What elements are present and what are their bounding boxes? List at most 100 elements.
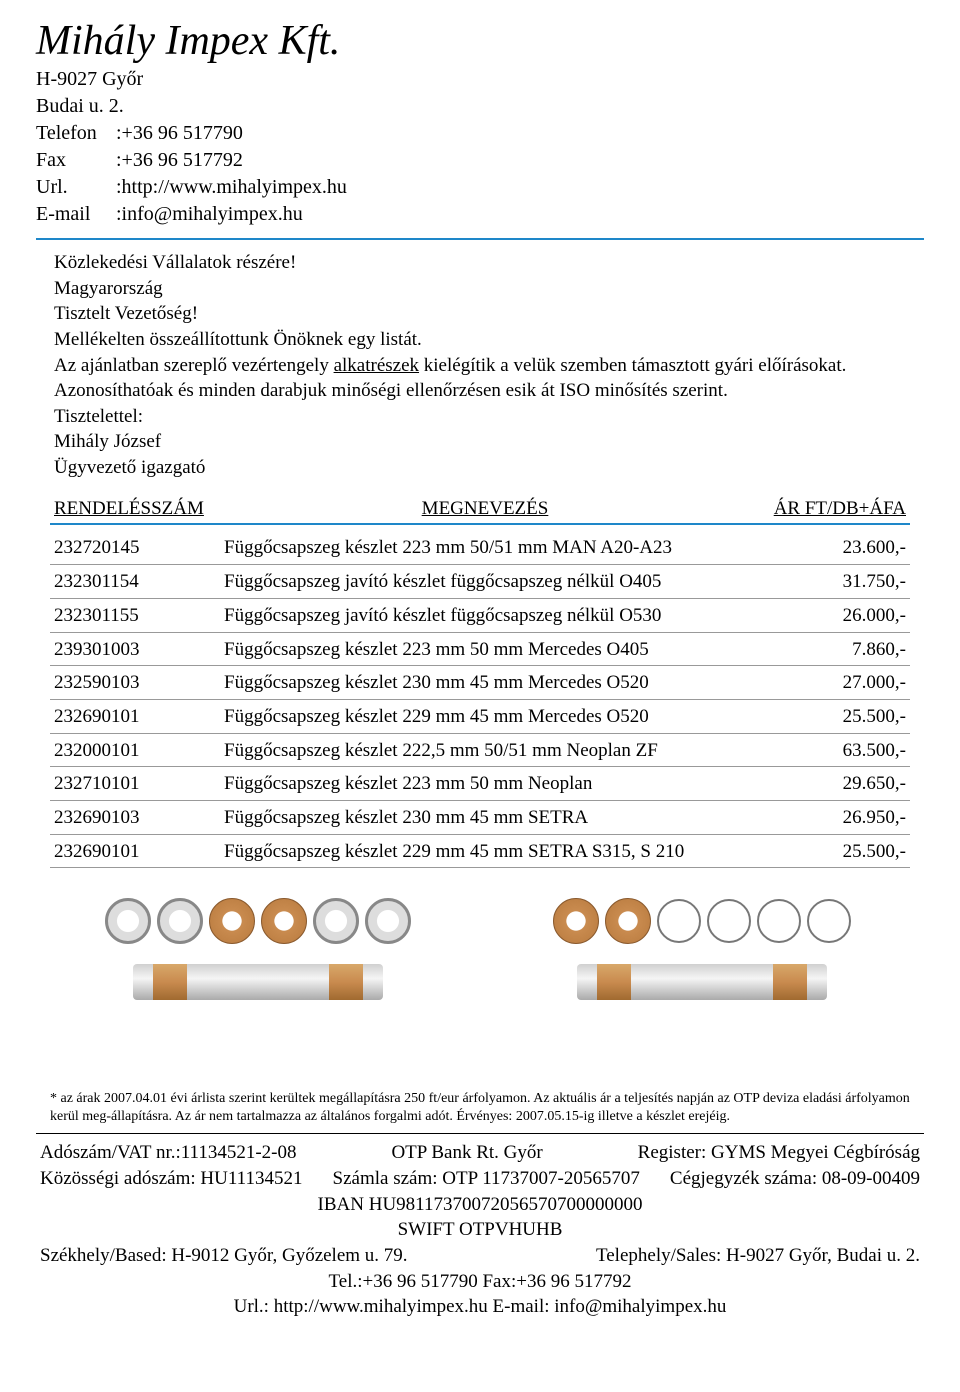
account-number: Számla szám: OTP 11737007-20565707 [333,1166,640,1192]
ring-icon [757,899,801,943]
address-line-1: H-9027 Győr [36,66,924,93]
washer-icon [105,898,151,944]
cell-description: Függőcsapszeg készlet 230 mm 45 mm Merce… [224,671,746,696]
table-row: 232690103Függőcsapszeg készlet 230 mm 45… [50,801,910,835]
table-row: 232590103Függőcsapszeg készlet 230 mm 45… [50,666,910,700]
bushing-icon [605,898,651,944]
letter-line: Tisztelettel: [54,404,924,430]
ring-icon [807,899,851,943]
table-row: 232720145Függőcsapszeg készlet 223 mm 50… [50,531,910,565]
table-row: 232710101Függőcsapszeg készlet 223 mm 50… [50,767,910,801]
phone-label: Telefon [36,120,116,147]
footer-block: Adószám/VAT nr.:11134521-2-08 OTP Bank R… [40,1140,920,1319]
footer-url-email: Url.: http://www.mihalyimpex.hu E-mail: … [40,1294,920,1320]
cell-price: 63.500,- [746,739,906,764]
email-label: E-mail [36,201,116,228]
fax-label: Fax [36,147,116,174]
washer-icon [313,898,359,944]
letter-line: Mihály József [54,429,924,455]
cell-price: 26.000,- [746,604,906,629]
letter-line: Magyarország [54,276,924,302]
cell-description: Függőcsapszeg készlet 230 mm 45 mm SETRA [224,806,746,831]
cell-order-number: 239301003 [54,638,224,663]
fax-value: :+36 96 517792 [116,147,243,174]
cell-order-number: 232301155 [54,604,224,629]
url-value: :http://www.mihalyimpex.hu [116,174,347,201]
sales-address: Telephely/Sales: H-9027 Győr, Budai u. 2… [596,1243,920,1269]
table-row: 232301154Függőcsapszeg javító készlet fü… [50,565,910,599]
url-label: Url. [36,174,116,201]
register-court: Register: GYMS Megyei Cégbíróság [638,1140,920,1166]
table-body: 232720145Függőcsapszeg készlet 223 mm 50… [50,531,910,868]
email-value: :info@mihalyimpex.hu [116,201,303,228]
table-header: RENDELÉSSZÁM MEGNEVEZÉS ÁR FT/DB+ÁFA [50,495,910,526]
kingpin-icon [577,964,827,1000]
letter-body: Közlekedési Vállalatok részére! Magyaror… [54,250,924,481]
th-price: ÁR FT/DB+ÁFA [774,498,906,519]
table-row: 232690101Függőcsapszeg készlet 229 mm 45… [50,700,910,734]
letter-line: Ügyvezető igazgató [54,455,924,481]
cell-description: Függőcsapszeg készlet 223 mm 50 mm Neopl… [224,772,746,797]
cell-price: 7.860,- [746,638,906,663]
cell-price: 26.950,- [746,806,906,831]
cell-order-number: 232000101 [54,739,224,764]
cell-description: Függőcsapszeg készlet 223 mm 50/51 mm MA… [224,536,746,561]
swift: SWIFT OTPVHUHB [40,1217,920,1243]
cell-price: 29.650,- [746,772,906,797]
cell-price: 25.500,- [746,705,906,730]
bushing-icon [209,898,255,944]
divider-top [36,238,924,240]
phone-value: :+36 96 517790 [116,120,243,147]
cell-description: Függőcsapszeg készlet 223 mm 50 mm Merce… [224,638,746,663]
letter-line: Mellékelten összeállítottunk Önöknek egy… [54,327,924,353]
iban: IBAN HU98117370072056570700000000 [40,1192,920,1218]
cell-description: Függőcsapszeg javító készlet függőcsapsz… [224,604,746,629]
cell-order-number: 232710101 [54,772,224,797]
th-order-number: RENDELÉSSZÁM [54,498,204,519]
divider-footer [36,1133,924,1134]
cell-order-number: 232590103 [54,671,224,696]
letter-line: Tisztelt Vezetőség! [54,301,924,327]
cell-price: 25.500,- [746,840,906,865]
cell-price: 23.600,- [746,536,906,561]
table-row: 232000101Függőcsapszeg készlet 222,5 mm … [50,734,910,768]
cell-order-number: 232301154 [54,570,224,595]
letter-line: Az ajánlatban szereplő vezértengely alka… [54,353,924,379]
kingpin-icon [133,964,383,1000]
registered-address: Székhely/Based: H-9012 Győr, Győzelem u.… [40,1243,408,1269]
cell-order-number: 232690101 [54,840,224,865]
cell-order-number: 232690103 [54,806,224,831]
cell-description: Függőcsapszeg készlet 229 mm 45 mm Merce… [224,705,746,730]
eu-vat: Közösségi adószám: HU11134521 [40,1166,302,1192]
cell-order-number: 232690101 [54,705,224,730]
bushing-icon [261,898,307,944]
header-contact-block: H-9027 Győr Budai u. 2. Telefon:+36 96 5… [36,66,924,228]
washer-icon [365,898,411,944]
washer-icon [157,898,203,944]
price-table: RENDELÉSSZÁM MEGNEVEZÉS ÁR FT/DB+ÁFA 232… [50,495,910,869]
ring-icon [657,899,701,943]
table-row: 239301003Függőcsapszeg készlet 223 mm 50… [50,633,910,667]
price-footnote: * az árak 2007.04.01 évi árlista szerint… [50,1090,910,1125]
table-row: 232301155Függőcsapszeg javító készlet fü… [50,599,910,633]
cell-price: 27.000,- [746,671,906,696]
cell-description: Függőcsapszeg készlet 229 mm 45 mm SETRA… [224,840,746,865]
company-reg-number: Cégjegyzék száma: 08-09-00409 [670,1166,920,1192]
letter-line: Azonosíthatóak és minden darabjuk minősé… [54,378,924,404]
bushing-icon [553,898,599,944]
cell-order-number: 232720145 [54,536,224,561]
table-row: 232690101Függőcsapszeg készlet 229 mm 45… [50,835,910,869]
product-images [56,898,904,1000]
product-set-left [56,898,460,1000]
cell-description: Függőcsapszeg javító készlet függőcsapsz… [224,570,746,595]
footer-phone-fax: Tel.:+36 96 517790 Fax:+36 96 517792 [40,1269,920,1295]
th-description: MEGNEVEZÉS [422,498,549,519]
cell-price: 31.750,- [746,570,906,595]
company-name: Mihály Impex Kft. [36,20,924,62]
product-set-right [500,898,904,1000]
address-line-2: Budai u. 2. [36,93,924,120]
ring-icon [707,899,751,943]
bank-name: OTP Bank Rt. Győr [391,1140,542,1166]
cell-description: Függőcsapszeg készlet 222,5 mm 50/51 mm … [224,739,746,764]
letter-line: Közlekedési Vállalatok részére! [54,250,924,276]
